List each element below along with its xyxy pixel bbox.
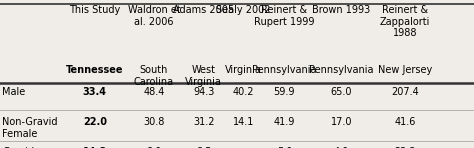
Text: 33.4: 33.4 (83, 87, 107, 97)
Text: 17.0: 17.0 (330, 117, 352, 127)
Text: Pennsylvania: Pennsylvania (252, 65, 317, 75)
Text: Tennessee: Tennessee (66, 65, 124, 75)
Text: Virginia: Virginia (225, 65, 262, 75)
Text: 8.5: 8.5 (196, 147, 211, 148)
Text: 14.1: 14.1 (232, 117, 254, 127)
Text: 22.2: 22.2 (394, 147, 416, 148)
Text: 31.2: 31.2 (193, 117, 215, 127)
Text: West
Virginia: West Virginia (185, 65, 222, 87)
Text: Male: Male (2, 87, 26, 97)
Text: 207.4: 207.4 (392, 87, 419, 97)
Text: 14.8: 14.8 (83, 147, 107, 148)
Text: Sealy 2002: Sealy 2002 (216, 5, 270, 15)
Text: 40.2: 40.2 (232, 87, 254, 97)
Text: This Study: This Study (69, 5, 120, 15)
Text: Reinert &
Zappalorti
1988: Reinert & Zappalorti 1988 (380, 5, 430, 38)
Text: 41.9: 41.9 (273, 117, 295, 127)
Text: Pennsylvania: Pennsylvania (309, 65, 374, 75)
Text: Adams 2005: Adams 2005 (173, 5, 234, 15)
Text: 65.0: 65.0 (330, 87, 352, 97)
Text: ---: --- (238, 147, 248, 148)
Text: 30.8: 30.8 (143, 117, 165, 127)
Text: 8.0: 8.0 (146, 147, 162, 148)
Text: Gravid: Gravid (2, 147, 35, 148)
Text: Brown 1993: Brown 1993 (312, 5, 370, 15)
Text: Reinert &
Rupert 1999: Reinert & Rupert 1999 (254, 5, 315, 27)
Text: 41.6: 41.6 (394, 117, 416, 127)
Text: 5.0: 5.0 (277, 147, 292, 148)
Text: Non-Gravid
Female: Non-Gravid Female (2, 117, 58, 139)
Text: 48.4: 48.4 (143, 87, 165, 97)
Text: Waldron et
al. 2006: Waldron et al. 2006 (128, 5, 181, 27)
Text: New Jersey: New Jersey (378, 65, 432, 75)
Text: South
Carolina: South Carolina (134, 65, 174, 87)
Text: 59.9: 59.9 (273, 87, 295, 97)
Text: 22.0: 22.0 (83, 117, 107, 127)
Text: 94.3: 94.3 (193, 87, 215, 97)
Text: 4.0: 4.0 (334, 147, 349, 148)
